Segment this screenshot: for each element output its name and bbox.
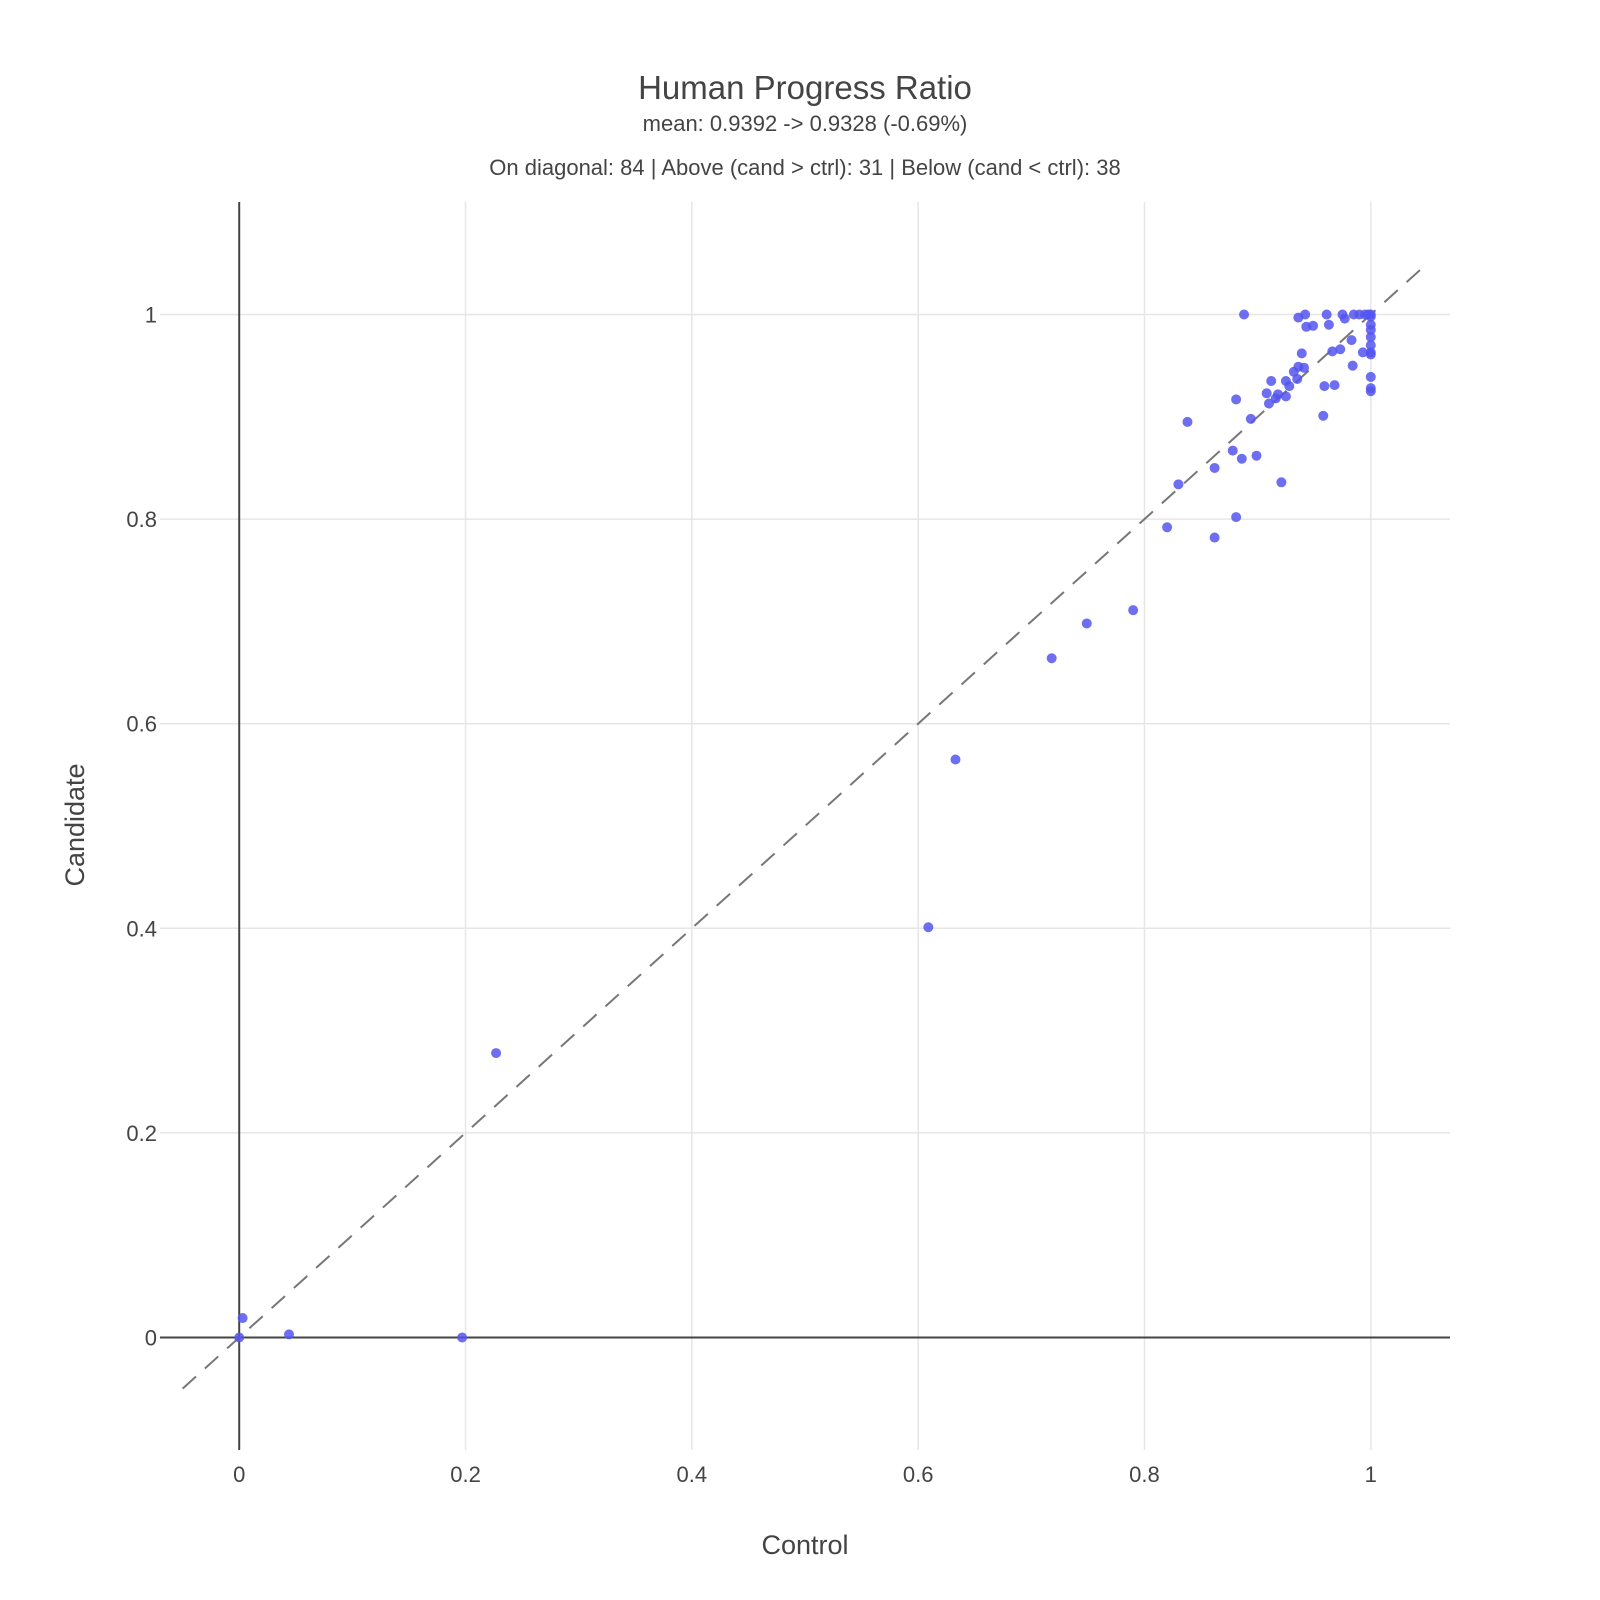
- data-point: [1296, 348, 1307, 359]
- diagonal-line: [181, 262, 1429, 1390]
- data-point: [1319, 381, 1330, 392]
- data-point: [1347, 360, 1358, 371]
- data-point: [1284, 381, 1295, 392]
- data-point: [1365, 332, 1376, 343]
- data-point: [1365, 311, 1376, 322]
- data-point: [1323, 319, 1334, 330]
- data-point: [1321, 309, 1332, 320]
- data-point: [1365, 386, 1376, 397]
- data-point: [491, 1048, 502, 1059]
- data-point: [1308, 320, 1319, 331]
- x-tick-label: 0: [233, 1462, 245, 1487]
- data-point: [1365, 371, 1376, 382]
- data-point: [1231, 512, 1242, 523]
- y-tick-label: 0.4: [126, 916, 157, 941]
- data-point: [1231, 394, 1242, 405]
- data-point: [1299, 362, 1310, 373]
- data-point: [1346, 335, 1357, 346]
- chart-title: Human Progress Ratio: [638, 69, 972, 106]
- x-tick-label: 0.4: [677, 1462, 708, 1487]
- data-point: [923, 922, 934, 933]
- data-point: [1236, 453, 1247, 464]
- data-point: [1357, 347, 1368, 358]
- data-point: [1365, 349, 1376, 360]
- data-point: [1173, 479, 1184, 490]
- x-axis-title: Control: [761, 1530, 848, 1560]
- data-point: [1209, 532, 1220, 543]
- data-point: [1182, 416, 1193, 427]
- x-tick-label: 0.6: [903, 1462, 934, 1487]
- data-point: [1365, 324, 1376, 335]
- zero-lines: [160, 202, 1450, 1450]
- data-point: [1335, 344, 1346, 355]
- x-axis-ticks: 0 0.2 0.4 0.6 0.8 1: [233, 1462, 1377, 1487]
- y-axis-title: Candidate: [60, 763, 90, 886]
- data-point: [1300, 309, 1311, 320]
- data-point: [457, 1332, 468, 1343]
- data-point: [1276, 477, 1287, 488]
- data-point: [1327, 346, 1338, 357]
- x-tick-label: 1: [1365, 1462, 1377, 1487]
- chart-subtitle: mean: 0.9392 -> 0.9328 (-0.69%): [643, 111, 968, 136]
- data-point: [1162, 522, 1173, 533]
- data-point: [1263, 398, 1274, 409]
- data-point: [1251, 450, 1262, 461]
- grid: [160, 202, 1450, 1450]
- x-tick-label: 0.8: [1129, 1462, 1160, 1487]
- data-point: [1318, 410, 1329, 421]
- y-axis-ticks: 0 0.2 0.4 0.6 0.8 1: [126, 303, 157, 1351]
- y-tick-label: 0.8: [126, 507, 157, 532]
- x-tick-label: 0.2: [450, 1462, 481, 1487]
- y-tick-label: 0.6: [126, 712, 157, 737]
- y-tick-label: 1: [145, 303, 157, 328]
- data-point: [1329, 380, 1340, 391]
- data-point: [1365, 340, 1376, 351]
- data-point: [1339, 313, 1350, 324]
- chart-annotation: On diagonal: 84 | Above (cand > ctrl): 3…: [489, 155, 1120, 180]
- data-point: [1128, 605, 1139, 616]
- data-points: [234, 309, 1376, 1343]
- data-point: [234, 1332, 245, 1343]
- data-point: [1273, 389, 1283, 400]
- data-point: [1046, 653, 1057, 664]
- data-point: [1227, 445, 1238, 456]
- data-point: [284, 1329, 294, 1340]
- data-point: [950, 754, 961, 765]
- data-point: [1266, 376, 1277, 387]
- data-point: [1245, 413, 1256, 424]
- data-point: [237, 1313, 248, 1324]
- y-tick-label: 0: [145, 1325, 157, 1350]
- data-point: [1261, 388, 1272, 399]
- data-point: [1209, 462, 1220, 473]
- data-point: [1292, 373, 1303, 384]
- y-tick-label: 0.2: [126, 1121, 157, 1146]
- data-point: [1239, 309, 1250, 320]
- data-point: [1081, 618, 1092, 629]
- data-point: [1280, 391, 1291, 402]
- diagonal-reference: [181, 262, 1429, 1390]
